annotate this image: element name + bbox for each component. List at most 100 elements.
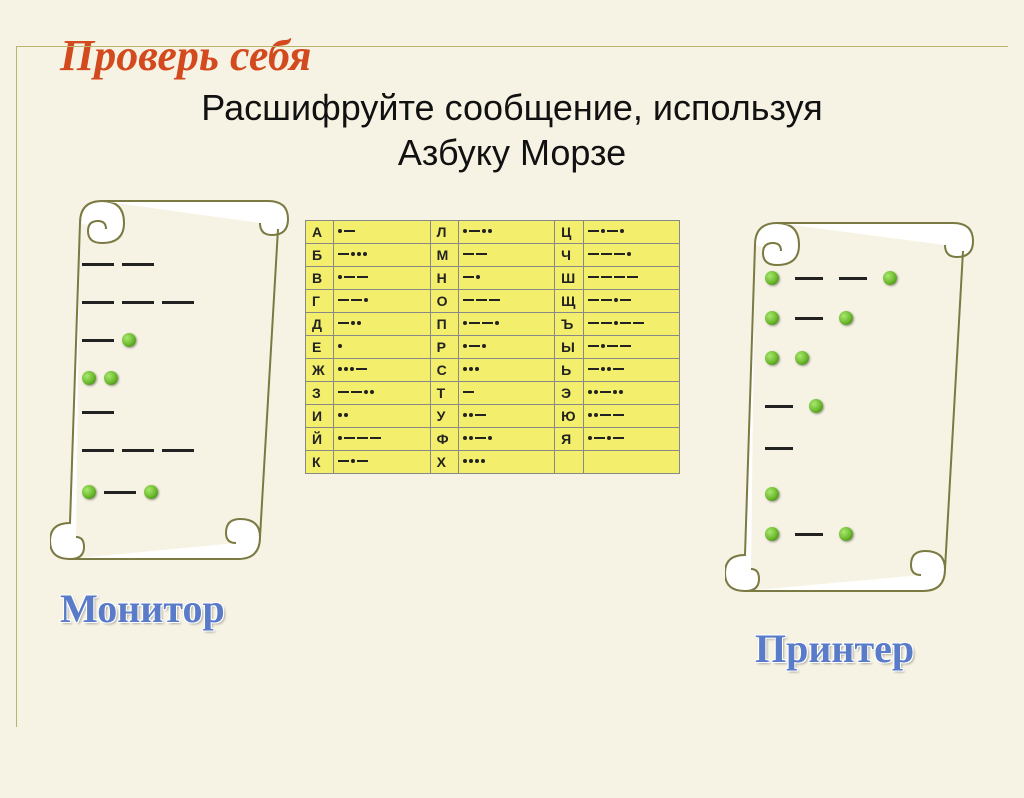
morse-letter: Ь [555,359,583,382]
morse-code [583,428,679,451]
morse-code [334,221,430,244]
morse-code [583,336,679,359]
morse-row [765,393,823,419]
morse-letter: Х [430,451,458,474]
morse-code [583,244,679,267]
morse-row [82,327,136,353]
morse-letter: С [430,359,458,382]
dot-symbol [765,311,779,325]
dot-symbol [765,487,779,501]
morse-letter: М [430,244,458,267]
dash-symbol [122,301,154,304]
morse-row [765,435,793,461]
dash-symbol [765,447,793,450]
dash-symbol [162,449,194,452]
morse-row [82,437,194,463]
morse-letter: Я [555,428,583,451]
morse-code [334,359,430,382]
scroll-left [50,183,290,563]
answer-right: Принтер [755,625,914,672]
morse-letter: Д [306,313,334,336]
dot-symbol [82,485,96,499]
dot-symbol [144,485,158,499]
morse-code [458,405,554,428]
morse-letter: Ъ [555,313,583,336]
morse-letter: Р [430,336,458,359]
dash-symbol [82,301,114,304]
morse-code [458,336,554,359]
morse-letter: З [306,382,334,405]
dash-symbol [162,301,194,304]
morse-alphabet-table: АЛЦБМЧВНШГОЩДПЪЕРЫЖСЬЗТЭИУЮЙФЯКХ [305,220,680,474]
morse-row [765,265,897,291]
morse-letter: Ы [555,336,583,359]
morse-row [82,251,154,277]
morse-row [765,521,853,547]
morse-code [458,313,554,336]
page-title: Проверь себя [60,30,1024,81]
morse-letter: У [430,405,458,428]
dot-symbol [82,371,96,385]
content-area: АЛЦБМЧВНШГОЩДПЪЕРЫЖСЬЗТЭИУЮЙФЯКХ Монитор… [0,175,1024,695]
dot-symbol [795,351,809,365]
morse-letter: К [306,451,334,474]
morse-letter: П [430,313,458,336]
morse-letter: Ю [555,405,583,428]
dot-symbol [839,527,853,541]
morse-code [458,244,554,267]
morse-code [334,336,430,359]
morse-code [583,290,679,313]
dot-symbol [765,271,779,285]
dash-symbol [839,277,867,280]
morse-code [334,244,430,267]
dot-symbol [883,271,897,285]
morse-code [583,267,679,290]
morse-code [334,405,430,428]
dash-symbol [82,263,114,266]
morse-letter: Н [430,267,458,290]
morse-row [82,365,118,391]
morse-row [82,479,158,505]
dash-symbol [122,263,154,266]
morse-letter: Ц [555,221,583,244]
subtitle-line1: Расшифруйте сообщение, используя [201,87,822,128]
morse-letter: Ж [306,359,334,382]
morse-code [583,405,679,428]
dash-symbol [795,277,823,280]
morse-row [765,345,809,371]
dash-symbol [122,449,154,452]
dot-symbol [839,311,853,325]
morse-letter: Э [555,382,583,405]
dash-symbol [795,317,823,320]
dash-symbol [104,491,136,494]
dot-symbol [104,371,118,385]
morse-row [765,481,779,507]
dash-symbol [82,411,114,414]
morse-code [583,451,679,474]
morse-code [458,267,554,290]
morse-letter: Е [306,336,334,359]
dash-symbol [82,449,114,452]
morse-code [458,451,554,474]
morse-letter: Ф [430,428,458,451]
morse-letter: Й [306,428,334,451]
morse-code [458,428,554,451]
morse-code [583,221,679,244]
dash-symbol [82,339,114,342]
morse-letter: Т [430,382,458,405]
morse-code [334,290,430,313]
morse-row [82,399,114,425]
morse-letter [555,451,583,474]
answer-left: Монитор [60,585,225,632]
morse-code [334,382,430,405]
morse-letter: И [306,405,334,428]
morse-code [458,221,554,244]
dash-symbol [795,533,823,536]
page-subtitle: Расшифруйте сообщение, используя Азбуку … [132,85,892,175]
morse-code [583,359,679,382]
dash-symbol [765,405,793,408]
morse-letter: О [430,290,458,313]
morse-code [583,382,679,405]
morse-letter: Щ [555,290,583,313]
morse-letter: В [306,267,334,290]
